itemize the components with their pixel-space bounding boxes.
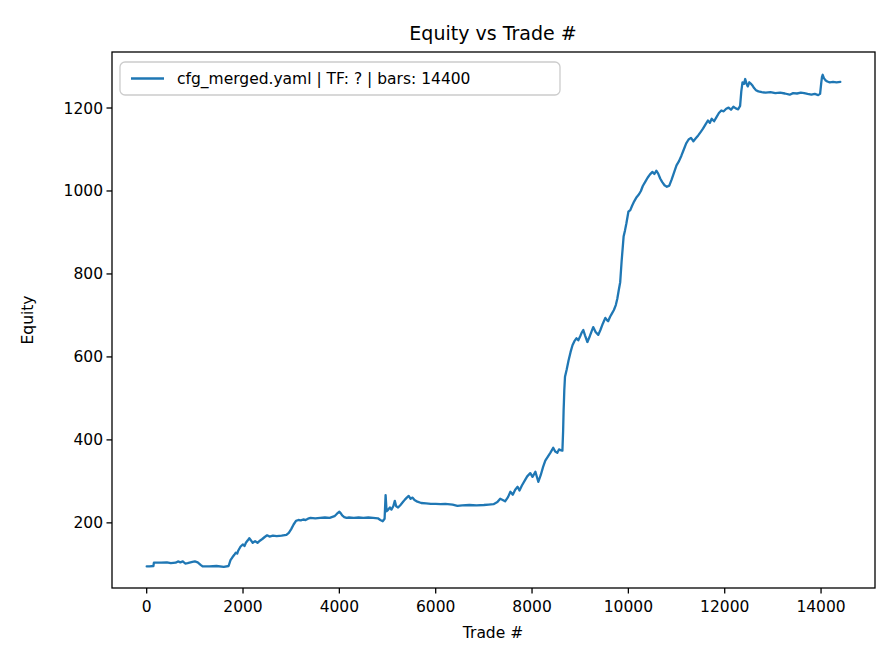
svg-text:4000: 4000: [320, 598, 359, 616]
svg-text:0: 0: [142, 598, 152, 616]
svg-text:200: 200: [73, 514, 103, 532]
svg-text:800: 800: [73, 265, 103, 283]
plot-area: [112, 52, 875, 588]
equity-line-series: [147, 75, 841, 567]
svg-text:2000: 2000: [223, 598, 262, 616]
svg-text:600: 600: [73, 348, 103, 366]
svg-text:10000: 10000: [604, 598, 653, 616]
svg-text:12000: 12000: [700, 598, 749, 616]
y-axis-ticks: 200 400 600 800 1000 1200: [64, 100, 112, 533]
svg-text:8000: 8000: [512, 598, 551, 616]
svg-text:1000: 1000: [64, 182, 103, 200]
chart-title: Equity vs Trade #: [409, 22, 576, 44]
svg-text:14000: 14000: [796, 598, 845, 616]
x-axis-ticks: 0 2000 4000 6000 8000 10000 12000 14000: [142, 588, 846, 616]
legend: cfg_merged.yaml | TF: ? | bars: 14400: [120, 62, 560, 95]
y-axis-label: Equity: [19, 295, 37, 344]
matplotlib-figure: 0 2000 4000 6000 8000 10000 12000 14000 200 400 6…: [0, 0, 896, 672]
legend-label: cfg_merged.yaml | TF: ? | bars: 14400: [177, 70, 470, 89]
svg-text:1200: 1200: [64, 100, 103, 118]
svg-text:400: 400: [73, 431, 103, 449]
equity-curve-chart: 0 2000 4000 6000 8000 10000 12000 14000 200 400 6…: [0, 0, 896, 672]
svg-text:6000: 6000: [416, 598, 455, 616]
x-axis-label: Trade #: [462, 624, 523, 642]
